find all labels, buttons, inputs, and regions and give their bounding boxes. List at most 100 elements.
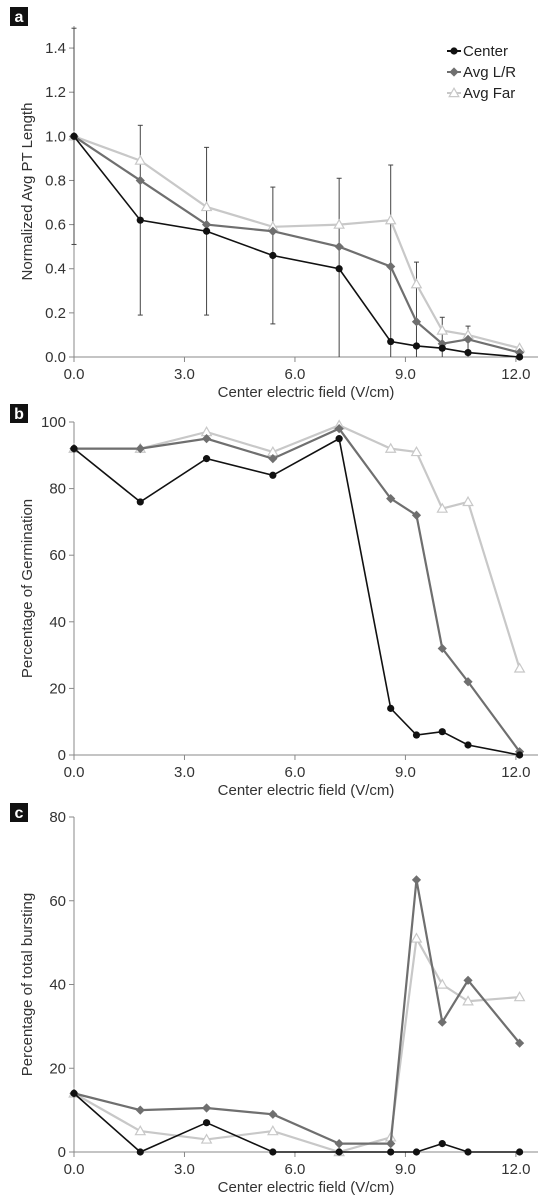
legend: Center Avg L/R Avg Far <box>447 43 516 102</box>
data-point <box>412 342 421 350</box>
data-point <box>463 975 473 985</box>
data-point <box>513 991 526 1002</box>
data-point <box>136 216 144 224</box>
legend-marker <box>448 86 460 98</box>
series-line-center <box>73 1092 520 1153</box>
series-line-avg-far <box>73 934 520 1154</box>
data-point <box>269 1148 277 1156</box>
legend-label: Center <box>463 43 508 60</box>
y-tick-label: 0.2 <box>45 305 66 322</box>
data-point <box>384 442 397 453</box>
x-tick-label: 0.0 <box>64 764 85 781</box>
data-point <box>515 1148 524 1156</box>
data-point <box>136 1148 144 1156</box>
panel-letter-badge <box>10 7 28 26</box>
data-point <box>268 226 278 236</box>
data-point <box>386 1139 396 1149</box>
data-point <box>70 445 78 453</box>
y-tick-label: 0.4 <box>45 261 66 278</box>
data-point <box>335 435 343 443</box>
y-tick-label: 100 <box>41 414 66 431</box>
y-tick-label: 20 <box>49 680 66 697</box>
y-tick-label: 0 <box>58 747 66 764</box>
y-tick-label: 20 <box>49 1060 66 1077</box>
data-point <box>269 471 277 479</box>
data-point <box>463 334 473 344</box>
panel-letter-badge <box>10 404 28 423</box>
data-point <box>387 337 395 346</box>
panel-letter-badge <box>10 803 28 822</box>
data-point <box>200 200 213 212</box>
panel-c: c 0 20 40 60 80 0.0 3.0 6.0 9.0 12.0 Center electri… <box>10 803 538 1196</box>
series-line-avg-far <box>73 135 520 350</box>
data-point <box>269 251 277 260</box>
data-point <box>136 498 144 506</box>
data-point <box>437 643 447 654</box>
data-point <box>412 731 421 739</box>
data-point <box>267 1125 279 1136</box>
data-point <box>134 1125 147 1136</box>
data-point <box>411 875 422 885</box>
data-point <box>70 132 78 140</box>
data-point <box>386 261 396 272</box>
data-point <box>202 455 211 463</box>
y-tick-label: 60 <box>49 893 66 910</box>
data-point <box>334 424 344 434</box>
data-point <box>135 1105 145 1115</box>
x-axis-title: Center electric field (V/cm) <box>218 782 395 799</box>
panel-a: a 0.0 0.2 0.4 0.6 0.8 1.0 1.2 1.4 0.0 3.0 6.0 9.0 12.… <box>10 7 538 401</box>
series-line-avg-l-r <box>73 879 521 1145</box>
data-point <box>268 454 278 464</box>
panel-b: b 0 20 40 60 80 100 0.0 3.0 6.0 9.0 12.0 Center elec… <box>10 404 538 799</box>
y-axis-title: Percentage of Germination <box>19 499 36 678</box>
data-point <box>464 348 472 357</box>
x-tick-label: 6.0 <box>285 366 306 383</box>
data-point <box>436 978 449 989</box>
data-point <box>384 214 397 225</box>
data-point <box>515 751 524 759</box>
data-point <box>412 1148 421 1156</box>
data-point <box>135 175 145 186</box>
data-point <box>437 1017 447 1027</box>
data-point <box>513 662 526 673</box>
data-point <box>411 317 422 327</box>
y-tick-label: 1.2 <box>45 84 66 101</box>
y-tick-label: 1.4 <box>45 40 66 57</box>
data-point <box>202 1119 211 1127</box>
x-tick-label: 3.0 <box>174 764 195 781</box>
data-point <box>464 741 472 749</box>
data-point <box>134 154 147 165</box>
data-point <box>462 995 474 1006</box>
data-point <box>200 1133 213 1144</box>
x-axis-title: Center electric field (V/cm) <box>218 384 395 401</box>
legend-marker <box>449 67 459 77</box>
x-tick-label: 0.0 <box>64 366 85 383</box>
data-point <box>386 493 396 504</box>
data-point <box>70 1089 78 1097</box>
data-point <box>514 1038 525 1048</box>
data-point <box>387 704 395 712</box>
y-tick-label: 40 <box>49 614 66 631</box>
y-tick-label: 0.8 <box>45 172 66 189</box>
data-point <box>515 353 524 361</box>
data-point <box>410 932 423 943</box>
data-point <box>135 444 145 454</box>
data-point <box>201 220 212 230</box>
legend-label: Avg L/R <box>463 64 516 81</box>
data-point <box>438 728 446 736</box>
x-tick-label: 0.0 <box>64 1161 85 1178</box>
series-line-avg-l-r <box>73 135 520 354</box>
x-tick-label: 12.0 <box>501 1161 530 1178</box>
x-tick-label: 12.0 <box>501 764 530 781</box>
data-point <box>334 242 344 252</box>
x-tick-label: 12.0 <box>501 366 530 383</box>
data-point <box>411 510 422 520</box>
data-point <box>463 677 473 687</box>
data-point <box>438 344 446 352</box>
data-point <box>464 1148 472 1156</box>
series-line-avg-l-r <box>74 427 521 753</box>
data-point <box>333 218 345 229</box>
x-tick-label: 6.0 <box>285 1161 306 1178</box>
legend-label: Avg Far <box>463 85 515 102</box>
